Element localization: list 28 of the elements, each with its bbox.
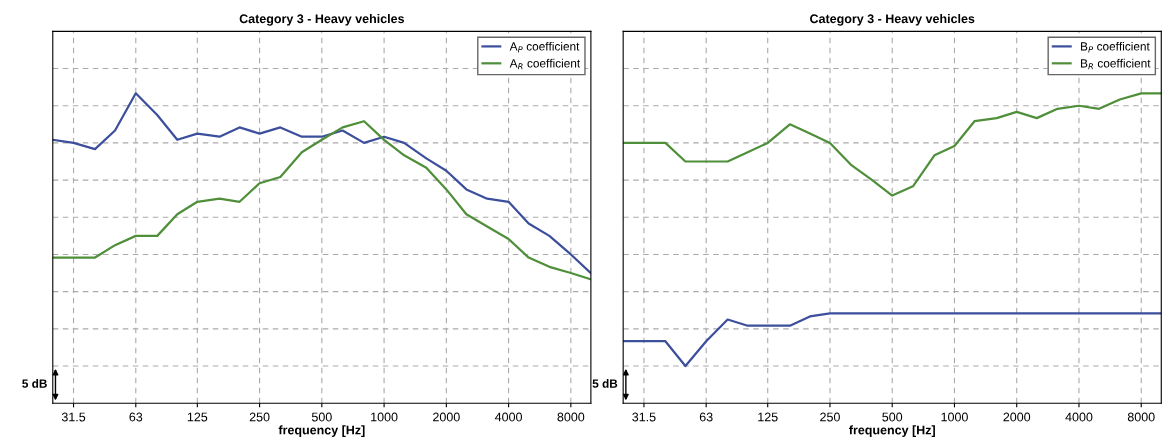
x-tick-label: 4000 xyxy=(494,412,523,422)
x-tick-label: 250 xyxy=(820,412,840,422)
x-tick-label: 31.5 xyxy=(632,412,656,422)
x-tick-label: 1000 xyxy=(371,412,398,422)
legend-label: A$_{P}$ coefficient xyxy=(509,41,580,53)
x-tick-label: 500 xyxy=(311,412,332,422)
x-tick-label: 8000 xyxy=(557,412,585,422)
x-tick-label: 125 xyxy=(187,412,208,422)
chart-title: Category 3 - Heavy vehicles xyxy=(810,13,975,26)
chart-title: Category 3 - Heavy vehicles xyxy=(239,13,405,26)
x-tick-label: 4000 xyxy=(1065,412,1093,422)
x-tick-label: 2000 xyxy=(433,412,460,422)
text: 5 dB xyxy=(592,379,618,388)
x-tick-label: 250 xyxy=(249,412,270,422)
x-tick-label: 31.5 xyxy=(61,412,86,422)
legend-label: B$_{R}$ coefficient xyxy=(1081,58,1151,70)
x-tick-label: 63 xyxy=(699,412,713,422)
x-axis-title: frequency [Hz] xyxy=(849,425,935,437)
text: 5 dB xyxy=(22,379,47,388)
x-tick-label: 2000 xyxy=(1003,412,1031,422)
x-axis-title: frequency [Hz] xyxy=(278,425,365,437)
x-tick-label: 500 xyxy=(882,412,903,422)
x-tick-label: 8000 xyxy=(1127,412,1155,422)
legend-label: B$_{P}$ coefficient xyxy=(1081,41,1150,53)
x-tick-label: 1000 xyxy=(941,412,968,422)
legend-label: A$_{R}$ coefficient xyxy=(509,58,581,70)
x-tick-label: 63 xyxy=(129,412,143,422)
x-tick-label: 125 xyxy=(758,412,778,422)
